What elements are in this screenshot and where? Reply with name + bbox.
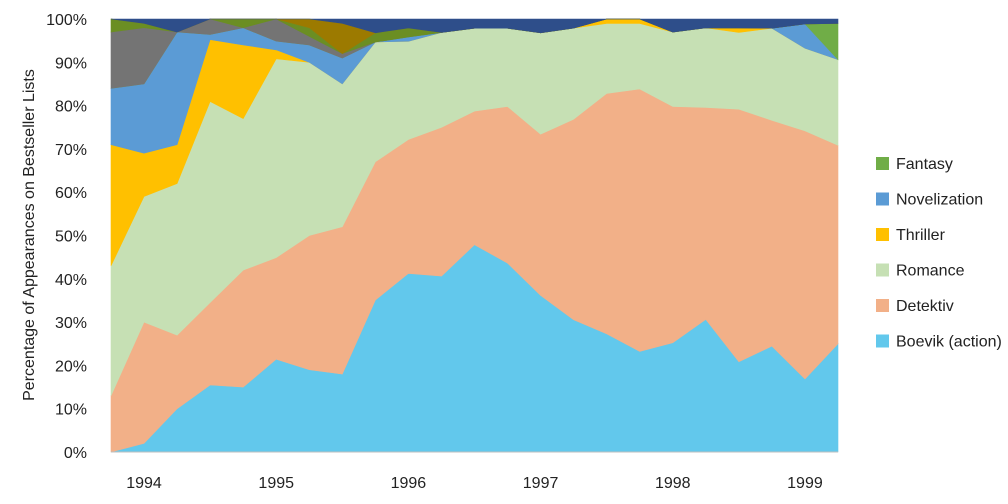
x-axis: 1994 1995 1996 1997 1998 1999 [111,451,838,492]
y-tick-label: 80% [55,99,87,116]
x-tick-label: 1998 [655,475,691,492]
legend-swatch [876,299,889,312]
x-tick-label: 1997 [523,475,559,492]
y-tick-label: 40% [55,272,87,289]
y-tick-label: 70% [55,142,87,159]
area-layers [110,18,839,453]
legend-swatch [876,192,889,206]
legend-label: Novelization [896,192,983,209]
y-tick-label: 50% [55,229,87,246]
y-tick-label: 60% [55,185,87,202]
legend: Fantasy Novelization Thriller Romance Detekt… [876,156,1002,351]
y-tick-label: 90% [55,55,87,72]
legend-label: Thriller [896,227,946,244]
legend-swatch [876,263,889,277]
y-tick-label: 10% [55,402,87,419]
legend-swatch [876,334,889,348]
y-tick-label: 20% [55,358,87,375]
legend-label: Boevik (action) [896,334,1002,351]
area-other-9 [110,18,839,34]
x-tick-label: 1999 [787,475,823,492]
legend-label: Romance [896,263,965,280]
x-tick-label: 1994 [126,475,162,492]
legend-label: Detektiv [896,298,954,315]
y-tick-label: 30% [55,315,87,332]
y-axis: 0% 10% 20% 30% 40% 50% 60% 70% 80% 90% 100% [46,12,87,462]
y-tick-label: 100% [46,12,87,29]
y-axis-title: Percentage of Appearances on Bestseller … [21,69,38,401]
legend-swatch [876,228,889,241]
y-tick-label: 0% [64,445,87,462]
legend-swatch [876,157,889,170]
x-tick-label: 1996 [391,475,427,492]
x-tick-label: 1995 [258,475,294,492]
legend-label: Fantasy [896,156,953,173]
